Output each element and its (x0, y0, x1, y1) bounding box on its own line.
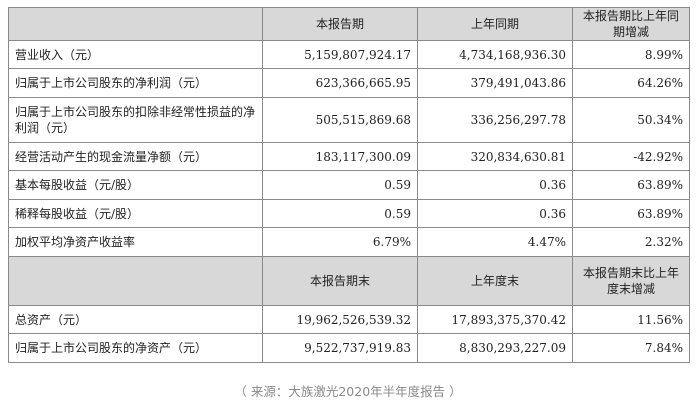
change-value: 50.34% (572, 97, 690, 143)
change-value: 2.32% (572, 227, 690, 257)
table-row: 加权平均净资产收益率 6.79% 4.47% 2.32% (8, 227, 690, 257)
table-row: 归属于上市公司股东的扣除非经常性损益的净利润（元） 505,515,869.68… (8, 97, 690, 143)
row-label: 基本每股收益（元/股） (8, 170, 263, 200)
change-value: -42.92% (572, 142, 690, 171)
change-value: 63.89% (572, 170, 690, 200)
header-cell-current-period: 本报告期 (262, 7, 418, 41)
row-label: 经营活动产生的现金流量净额（元） (8, 142, 263, 171)
financial-summary-table: 本报告期 上年同期 本报告期比上年同期增减 营业收入（元） 5,159,807,… (8, 7, 690, 363)
row-label: 归属于上市公司股东的扣除非经常性损益的净利润（元） (8, 97, 263, 143)
row-label: 加权平均净资产收益率 (8, 227, 263, 257)
row-label: 总资产（元） (8, 305, 263, 334)
table-row: 稀释每股收益（元/股） 0.59 0.36 63.89% (8, 199, 690, 228)
header-row-period: 本报告期 上年同期 本报告期比上年同期增减 (8, 7, 690, 41)
source-caption: （ 来源：大族激光2020年半年度报告 ） (234, 384, 462, 399)
row-label: 营业收入（元） (8, 40, 263, 69)
header-cell-item (8, 7, 263, 41)
prior-value: 4,734,168,936.30 (417, 40, 573, 69)
table-row: 营业收入（元） 5,159,807,924.17 4,734,168,936.3… (8, 40, 690, 69)
current-value: 6.79% (262, 227, 418, 257)
current-value: 0.59 (262, 170, 418, 200)
row-label: 归属于上市公司股东的净资产（元） (8, 333, 263, 363)
current-value: 5,159,807,924.17 (262, 40, 418, 69)
header-cell-item (8, 256, 263, 306)
header-cell-current-period-end: 本报告期末 (262, 256, 418, 306)
table-row: 归属于上市公司股东的净利润（元） 623,366,665.95 379,491,… (8, 68, 690, 98)
current-value: 183,117,300.09 (262, 142, 418, 171)
header-cell-prior-period: 上年同期 (417, 7, 573, 41)
change-value: 7.84% (572, 333, 690, 363)
header-row-period-end: 本报告期末 上年度末 本报告期末比上年度末增减 (8, 256, 690, 306)
prior-value: 8,830,293,227.09 (417, 333, 573, 363)
prior-value: 0.36 (417, 170, 573, 200)
change-value: 64.26% (572, 68, 690, 98)
row-label: 稀释每股收益（元/股） (8, 199, 263, 228)
header-cell-period-change: 本报告期比上年同期增减 (572, 7, 690, 41)
prior-value: 379,491,043.86 (417, 68, 573, 98)
current-value: 9,522,737,919.83 (262, 333, 418, 363)
table-row: 归属于上市公司股东的净资产（元） 9,522,737,919.83 8,830,… (8, 333, 690, 363)
table-row: 经营活动产生的现金流量净额（元） 183,117,300.09 320,834,… (8, 142, 690, 171)
current-value: 623,366,665.95 (262, 68, 418, 98)
current-value: 0.59 (262, 199, 418, 228)
table-row: 基本每股收益（元/股） 0.59 0.36 63.89% (8, 170, 690, 200)
prior-value: 336,256,297.78 (417, 97, 573, 143)
header-cell-period-end-change: 本报告期末比上年度末增减 (572, 256, 690, 306)
change-value: 63.89% (572, 199, 690, 228)
current-value: 19,962,526,539.32 (262, 305, 418, 334)
prior-value: 320,834,630.81 (417, 142, 573, 171)
header-cell-prior-year-end: 上年度末 (417, 256, 573, 306)
table-row: 总资产（元） 19,962,526,539.32 17,893,375,370.… (8, 305, 690, 334)
change-value: 8.99% (572, 40, 690, 69)
prior-value: 17,893,375,370.42 (417, 305, 573, 334)
row-label: 归属于上市公司股东的净利润（元） (8, 68, 263, 98)
prior-value: 4.47% (417, 227, 573, 257)
prior-value: 0.36 (417, 199, 573, 228)
change-value: 11.56% (572, 305, 690, 334)
current-value: 505,515,869.68 (262, 97, 418, 143)
